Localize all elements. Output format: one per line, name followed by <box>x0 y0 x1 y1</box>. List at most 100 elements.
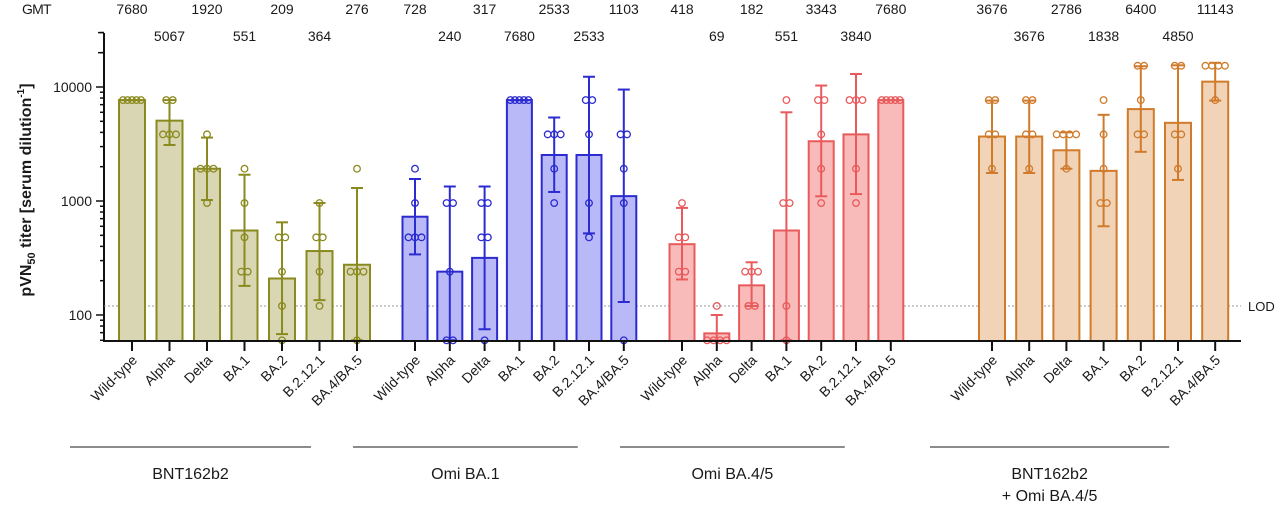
data-point <box>886 96 895 105</box>
group-label: + Omi BA.4/5 <box>1002 488 1098 505</box>
data-point <box>852 164 860 173</box>
data-point <box>203 130 211 139</box>
data-point <box>712 302 721 310</box>
gmt-value: 11143 <box>1197 1 1234 17</box>
data-point <box>820 96 829 105</box>
bar <box>505 99 533 342</box>
bar <box>668 243 696 342</box>
gmt-value: 728 <box>403 1 427 17</box>
gmt-value: 317 <box>473 1 497 17</box>
data-point <box>895 96 904 105</box>
bar-group-1 <box>118 96 371 345</box>
gmt-value: 4850 <box>1162 28 1193 44</box>
gmt-heading: GMT <box>22 1 52 17</box>
data-point <box>585 199 593 207</box>
bars-layer <box>118 61 1230 345</box>
data-point <box>1102 199 1111 207</box>
data-point <box>278 267 286 276</box>
data-point <box>123 96 132 105</box>
x-axis: Wild-type Alpha Delta BA.1 BA.2B.2.12.1BA.4/… <box>88 340 1241 409</box>
data-point <box>278 302 286 310</box>
data-point <box>550 199 559 207</box>
x-tick-label: Wild-type <box>88 352 141 405</box>
data-point <box>240 199 249 207</box>
gmt-value: 3676 <box>976 1 1007 17</box>
data-point <box>845 96 854 105</box>
x-tick-label: Wild-type <box>948 352 1001 405</box>
gmt-value: 418 <box>670 1 694 17</box>
data-point <box>315 267 324 276</box>
data-point <box>585 233 593 242</box>
data-point <box>1174 164 1182 173</box>
data-point <box>1211 96 1220 105</box>
data-point <box>172 130 180 139</box>
x-tick-label: BA.2 <box>257 352 290 385</box>
data-point <box>852 199 860 207</box>
y-axis-label: pVN50 titer [serum dilution-1] <box>16 83 38 296</box>
bar <box>118 99 146 342</box>
data-point <box>882 96 891 105</box>
data-point <box>315 302 324 310</box>
x-tick-label: BA.1 <box>495 352 528 385</box>
data-point <box>1062 164 1071 173</box>
gmt-value: 1103 <box>609 1 639 17</box>
gmt-value: 551 <box>233 28 257 44</box>
data-point <box>588 96 597 105</box>
x-tick-label: BA.1 <box>1079 352 1112 385</box>
data-point <box>1028 130 1037 139</box>
data-point <box>678 199 686 207</box>
data-point <box>449 199 457 207</box>
data-point <box>619 164 628 173</box>
gmt-value: 551 <box>775 28 799 44</box>
data-point <box>315 199 324 207</box>
data-point <box>168 96 177 105</box>
gmt-value: 2786 <box>1051 1 1082 17</box>
x-tick-label: Delta <box>458 352 493 387</box>
group-label: Omi BA.1 <box>431 466 500 483</box>
data-point <box>411 164 419 173</box>
data-point <box>1099 164 1108 173</box>
data-point <box>483 199 492 207</box>
x-tick-label: Alpha <box>141 352 178 389</box>
gmt-value: 209 <box>270 1 294 17</box>
data-point <box>1136 96 1145 105</box>
data-point <box>519 96 528 105</box>
data-point <box>991 96 1000 105</box>
data-point <box>359 267 368 276</box>
data-point <box>1099 96 1108 105</box>
y-tick-label: 1000 <box>61 193 92 209</box>
data-point <box>483 233 492 242</box>
x-tick-label: Alpha <box>421 352 458 389</box>
y-tick-label: 10000 <box>53 79 92 95</box>
data-point <box>1140 130 1148 139</box>
gmt-value: 2533 <box>573 28 604 44</box>
data-point <box>785 199 794 207</box>
data-point <box>681 267 690 276</box>
gmt-value: 3840 <box>840 28 871 44</box>
data-point <box>240 164 249 173</box>
gmt-value: 7680 <box>116 1 147 17</box>
data-point <box>524 96 533 105</box>
data-point <box>741 267 750 276</box>
gmt-value: 2533 <box>539 1 570 17</box>
lod-label: LOD <box>1248 299 1275 314</box>
data-point <box>858 96 867 105</box>
data-point <box>209 164 218 173</box>
group-layer: BNT162b2 Omi BA.1 Omi BA.4/5 BNT162b2 + Omi … <box>70 446 1170 505</box>
bar <box>1052 149 1081 342</box>
data-point <box>137 96 145 105</box>
data-point <box>754 267 763 276</box>
data-point <box>991 130 1000 139</box>
data-point <box>817 130 826 139</box>
data-point <box>1072 130 1081 139</box>
y-tick-label: 100 <box>69 307 93 323</box>
data-point <box>240 233 249 242</box>
data-point <box>1099 130 1108 139</box>
data-point <box>132 96 141 105</box>
data-point <box>556 130 565 139</box>
data-point <box>119 96 127 105</box>
gmt-value: 6400 <box>1125 1 1156 17</box>
gmt-value: 69 <box>709 28 725 44</box>
data-point <box>750 302 759 310</box>
